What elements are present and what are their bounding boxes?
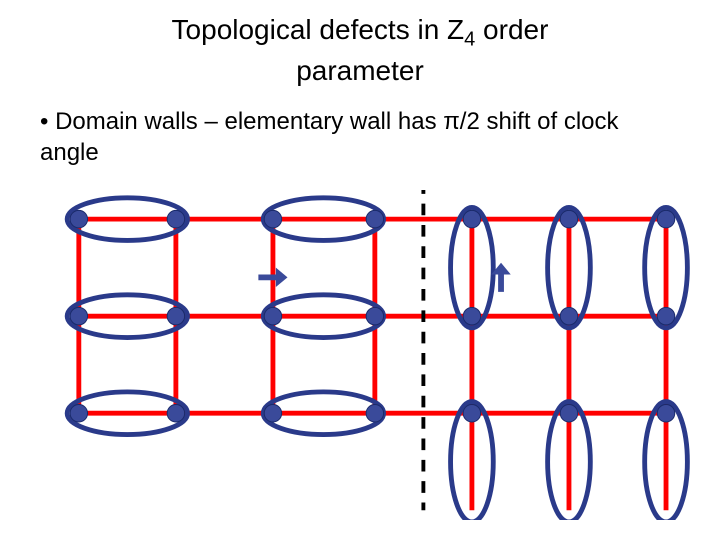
bullet-text: Domain walls – elementary wall has π/2 s… xyxy=(0,88,720,168)
title-post: order xyxy=(475,14,548,45)
title-line2: parameter xyxy=(296,55,424,86)
lattice-diagram xyxy=(40,190,700,520)
title-pre: Topological defects in Z xyxy=(172,14,465,45)
title-sub: 4 xyxy=(464,29,475,51)
slide-title: Topological defects in Z4 order paramete… xyxy=(0,0,720,88)
